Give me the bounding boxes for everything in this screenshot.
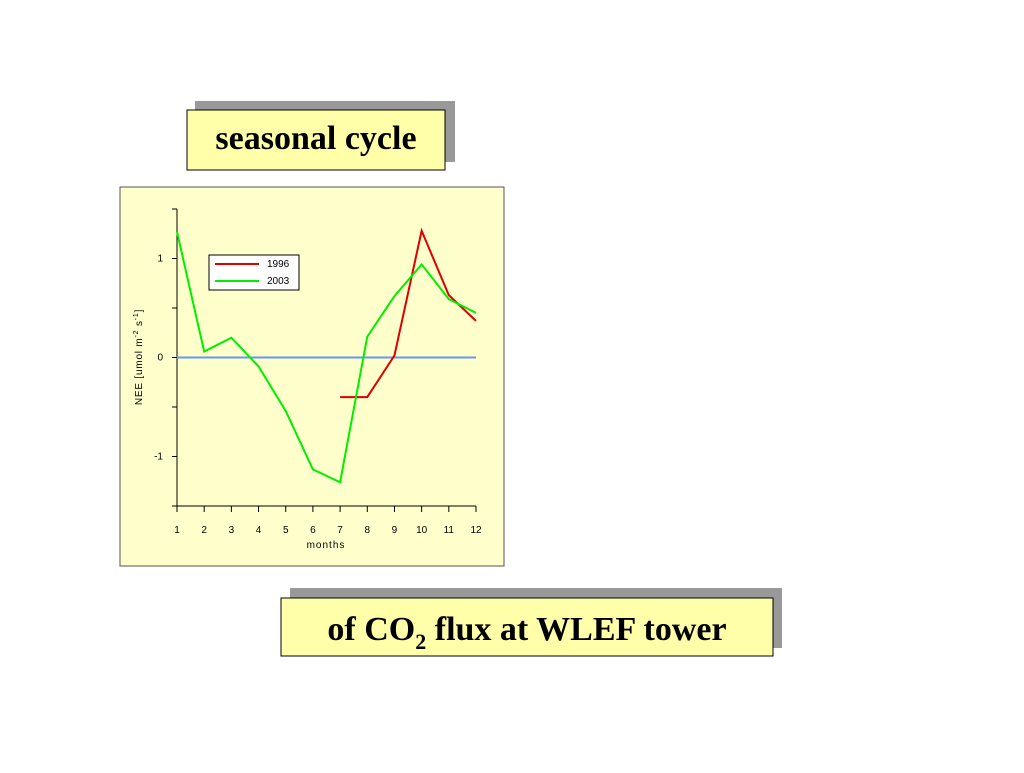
footer-text: flux at WLEF tower [426,611,726,648]
y-tick-label: 0 [157,353,163,364]
y-axis-label: NEE [umol m-2 s-1] [133,309,145,405]
legend-label: 1996 [267,259,290,270]
x-tick-label: 10 [416,525,428,536]
x-tick-label: 6 [310,525,316,536]
x-tick-label: 3 [229,525,235,536]
y-label-text: NEE [umol m [134,337,145,405]
x-tick-label: 4 [256,525,262,536]
title-box [186,109,446,171]
data-line [176,231,477,484]
y-label-text: ] [134,309,145,313]
x-tick-label: 1 [174,525,180,536]
y-tick-label: 1 [157,254,163,265]
y-tick-label: -1 [154,452,163,463]
x-tick-label: 12 [470,525,482,536]
x-tick-label: 7 [337,525,343,536]
x-tick-label: 11 [444,525,455,536]
footer-text: of CO [327,611,415,648]
legend-label: 2003 [267,276,290,287]
x-tick-label: 8 [364,525,370,536]
legend-box [208,254,300,291]
chart-panel [119,186,505,567]
y-label-sup: -2 [133,330,140,338]
x-tick-label: 9 [392,525,398,536]
y-label-text: s [134,320,145,329]
title: seasonal cycle [215,120,416,157]
footer-subscript: 2 [415,629,426,654]
x-axis-label: months [307,540,346,551]
y-label-sup: -1 [133,312,140,320]
footer-box [280,597,774,657]
x-tick-label: 5 [283,525,289,536]
footer-title: of CO2 flux at WLEF tower [327,611,726,654]
data-line [340,227,477,399]
x-tick-label: 2 [201,525,207,536]
